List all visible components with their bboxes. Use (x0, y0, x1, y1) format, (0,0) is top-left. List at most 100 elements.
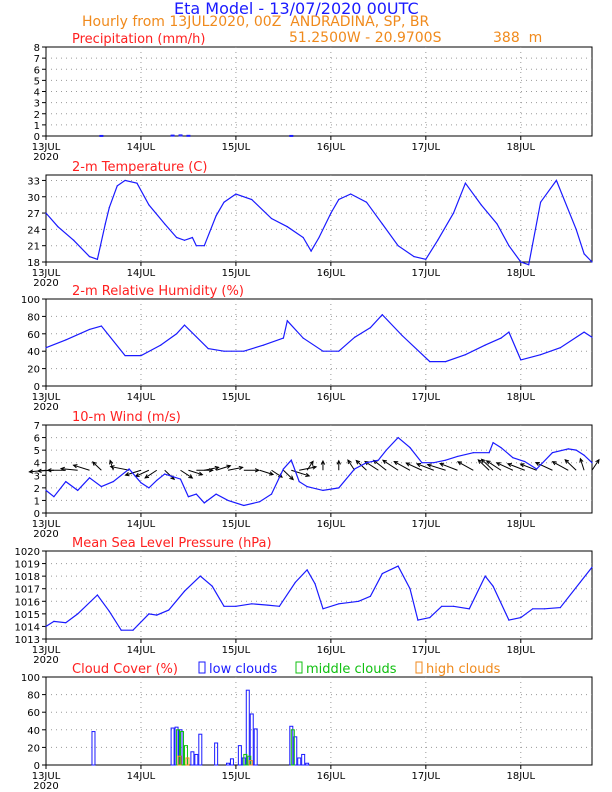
cloud-bar-low-clouds (297, 757, 302, 766)
wind-data-point (187, 496, 190, 498)
wind-data-point (148, 487, 150, 489)
humidity-data-point (583, 331, 585, 333)
wind-data-point (575, 449, 577, 451)
humidity-ytick-label: 80 (27, 312, 40, 323)
wind-arrow-head (534, 462, 540, 466)
temperature-data-point (520, 261, 522, 263)
precip-bar (186, 134, 191, 137)
humidity-data-point (302, 337, 304, 339)
pressure-ytick-label: 1020 (15, 547, 40, 558)
wind-data-point (377, 459, 379, 461)
pressure-xtick-label: 17JUL (412, 645, 441, 656)
wind-arrow (439, 463, 458, 471)
humidity-xtick-label: 14JUL (127, 392, 156, 403)
temperature-data-point (452, 212, 455, 214)
temperature-data-point (223, 201, 225, 203)
cloud-cover-frame (45, 676, 593, 766)
wind-arrow-head (72, 464, 78, 469)
cloud-cover-ytick-label: 100 (21, 673, 40, 684)
cloud-cover-panel: 0 20 40 60 80 100 13JUL 14JUL 15JUL 16JUL 17JUL 18J… (21, 661, 593, 792)
pressure-frame (45, 550, 593, 640)
humidity-data-point (160, 344, 162, 346)
temperature-year-label: 2020 (33, 278, 58, 289)
cloud-bar-high-clouds (185, 757, 190, 766)
wind-arrow (188, 469, 203, 476)
cloud-bar-low-clouds (194, 753, 199, 766)
wind-data-point (243, 504, 245, 507)
humidity-data-point (183, 324, 186, 326)
humidity-data-point (591, 336, 593, 338)
wind-arrow (92, 461, 102, 471)
temperature-data-point (539, 201, 542, 203)
wind-arrow (552, 461, 569, 471)
pressure-data-point (409, 588, 411, 590)
humidity-data-point (354, 336, 356, 338)
wind-arrow-head (188, 474, 194, 479)
humidity-xtick-label: 17JUL (412, 392, 441, 403)
wind-arrow (393, 461, 411, 471)
wind-data-point (140, 482, 142, 484)
wind-arrow (382, 459, 399, 471)
temperature-xtick-label: 13JUL (32, 268, 61, 279)
wind-arrow (306, 461, 314, 471)
chart-title: Eta Model - 13/07/2020 00UTC (174, 0, 419, 18)
wind-arrow (457, 461, 474, 471)
humidity-ytick-label: 40 (27, 347, 40, 358)
temperature-data-point (45, 212, 47, 214)
temperature-data-point (528, 264, 530, 266)
temperature-data-point (575, 228, 577, 230)
temperature-ytick-label: 24 (27, 225, 40, 236)
humidity-data-point (539, 354, 542, 356)
pressure-data-point (199, 575, 201, 577)
humidity-ytick-label: 60 (27, 330, 40, 341)
humidity-panel: 0 20 40 60 80 100 13JUL 14JUL 15JUL 16JUL 17JUL 18J… (21, 284, 593, 413)
wind-data-point (524, 460, 526, 463)
temperature-data-point (381, 223, 383, 225)
precipitation-xtick-label: 15JUL (222, 142, 251, 153)
humidity-title: 2-m Relative Humidity (%) (72, 284, 244, 299)
humidity-data-point (124, 354, 126, 357)
wind-arrow-head (109, 465, 115, 470)
pressure-ytick-label: 1015 (15, 610, 40, 621)
humidity-data-point (100, 325, 102, 327)
temperature-data-point (397, 245, 399, 247)
wind-data-point (215, 493, 217, 495)
wind-arrow-head (405, 462, 411, 467)
legend-swatch-low-clouds (198, 661, 206, 674)
temperature-data-point (425, 258, 427, 260)
wind-data-point (456, 455, 459, 458)
precipitation-ytick-label: 1 (34, 121, 40, 132)
cloud-bar-high-clouds (177, 755, 182, 766)
temperature-data-point (108, 207, 110, 209)
pressure-data-point (96, 594, 99, 596)
temperature-data-point (555, 179, 557, 182)
wind-arrow (215, 465, 231, 471)
wind-data-point (88, 477, 91, 479)
humidity-data-point (520, 359, 522, 361)
wind-arrow-head (439, 462, 445, 467)
temperature-data-point (413, 255, 415, 258)
pressure-data-point (65, 622, 67, 624)
legend-swatch-middle-clouds (295, 661, 303, 674)
pressure-data-point (77, 613, 79, 615)
temperature-data-point (508, 245, 510, 247)
pressure-ytick-label: 1013 (15, 635, 40, 646)
pressure-data-point (223, 605, 225, 607)
precipitation-ytick-label: 3 (34, 99, 40, 110)
temperature-xtick-label: 16JUL (317, 268, 346, 279)
wind-data-point (270, 493, 273, 495)
temperature-data-point (251, 198, 253, 201)
humidity-xtick-label: 16JUL (317, 392, 346, 403)
cloud-cover-xtick-label: 15JUL (222, 771, 251, 782)
wind-data-point (492, 442, 494, 444)
temperature-data-point (318, 236, 320, 239)
cloud-bar-low-clouds (226, 762, 230, 766)
pressure-data-point (484, 575, 486, 577)
pressure-data-point (211, 585, 213, 587)
humidity-data-point (45, 347, 47, 349)
cloud-cover-title: Cloud Cover (%) (72, 662, 178, 677)
wind-xtick-label: 13JUL (32, 519, 61, 530)
legend-label-low-clouds: low clouds (209, 662, 278, 677)
cloud-bar-middle-clouds (180, 731, 185, 766)
